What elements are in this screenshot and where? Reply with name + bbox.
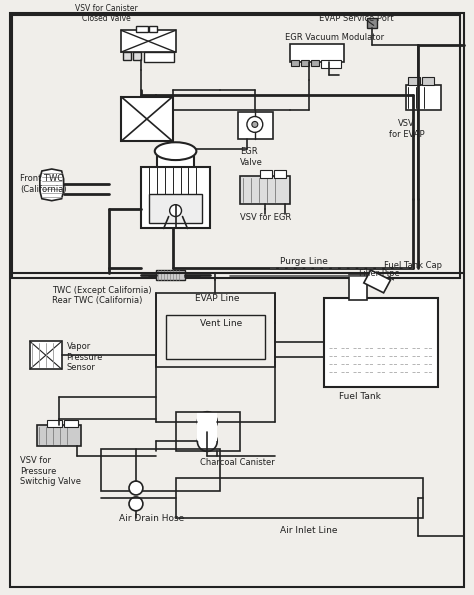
Bar [349, 275, 367, 300]
Bar [409, 77, 420, 85]
Text: Fuel Tank: Fuel Tank [339, 392, 381, 401]
Ellipse shape [155, 142, 196, 160]
Bar [121, 30, 175, 52]
Circle shape [129, 497, 143, 511]
Circle shape [170, 205, 182, 217]
Bar [144, 52, 173, 62]
Text: VSV for EGR: VSV for EGR [240, 212, 291, 221]
Bar [166, 315, 265, 359]
Bar [64, 419, 79, 427]
Polygon shape [364, 270, 391, 293]
Bar [141, 167, 210, 228]
Text: Charcoal Canister: Charcoal Canister [201, 458, 275, 467]
Circle shape [197, 412, 217, 431]
Circle shape [252, 121, 258, 127]
Bar [175, 412, 240, 452]
Bar [321, 60, 341, 68]
Bar [367, 18, 377, 29]
Text: Purge Line: Purge Line [280, 257, 328, 266]
Bar [324, 298, 438, 387]
Bar [101, 449, 220, 491]
Text: Air Inlet Line: Air Inlet Line [280, 525, 337, 535]
Bar [406, 85, 441, 109]
Bar [133, 52, 141, 60]
Circle shape [197, 431, 217, 452]
Bar [238, 111, 273, 139]
Text: EVAP Line: EVAP Line [195, 294, 240, 303]
Text: EVAP Service Port: EVAP Service Port [319, 14, 394, 23]
Bar [311, 60, 319, 66]
Bar [149, 26, 157, 32]
Bar [149, 194, 202, 224]
Bar [156, 293, 274, 367]
Bar [157, 149, 194, 169]
Bar [121, 96, 173, 141]
Text: Air Drain Hose: Air Drain Hose [119, 513, 184, 523]
Text: TWC (Except California)
Rear TWC (California): TWC (Except California) Rear TWC (Califo… [52, 286, 151, 305]
Bar [175, 478, 423, 518]
Bar [123, 52, 131, 60]
Text: VSV
for EVAP: VSV for EVAP [389, 120, 424, 139]
Bar [301, 60, 310, 66]
Text: VSV for Canister
Closed Valve: VSV for Canister Closed Valve [75, 4, 137, 23]
Bar [156, 270, 185, 280]
Text: Vapor
Pressure
Sensor: Vapor Pressure Sensor [67, 342, 103, 372]
Polygon shape [40, 169, 64, 201]
Bar [290, 44, 344, 62]
Bar [197, 412, 217, 441]
Circle shape [247, 117, 263, 132]
Circle shape [129, 481, 143, 495]
Bar [273, 170, 285, 178]
Bar [240, 176, 290, 203]
Bar [422, 77, 434, 85]
Text: Filler Pipe: Filler Pipe [359, 269, 400, 278]
Bar [37, 425, 82, 446]
Bar [47, 419, 62, 427]
Text: EGR
Valve: EGR Valve [240, 147, 263, 167]
Bar [30, 342, 62, 369]
Text: Vent Line: Vent Line [201, 318, 243, 327]
Bar [136, 26, 148, 32]
Text: Fuel Tank Cap: Fuel Tank Cap [383, 261, 442, 270]
Text: EGR Vacuum Modulator: EGR Vacuum Modulator [284, 33, 383, 42]
Bar [260, 170, 272, 178]
Bar [12, 15, 460, 278]
Text: VSV for
Pressure
Switchig Valve: VSV for Pressure Switchig Valve [20, 456, 81, 486]
Bar [292, 60, 300, 66]
Text: Front TWC
(California): Front TWC (California) [20, 174, 67, 193]
